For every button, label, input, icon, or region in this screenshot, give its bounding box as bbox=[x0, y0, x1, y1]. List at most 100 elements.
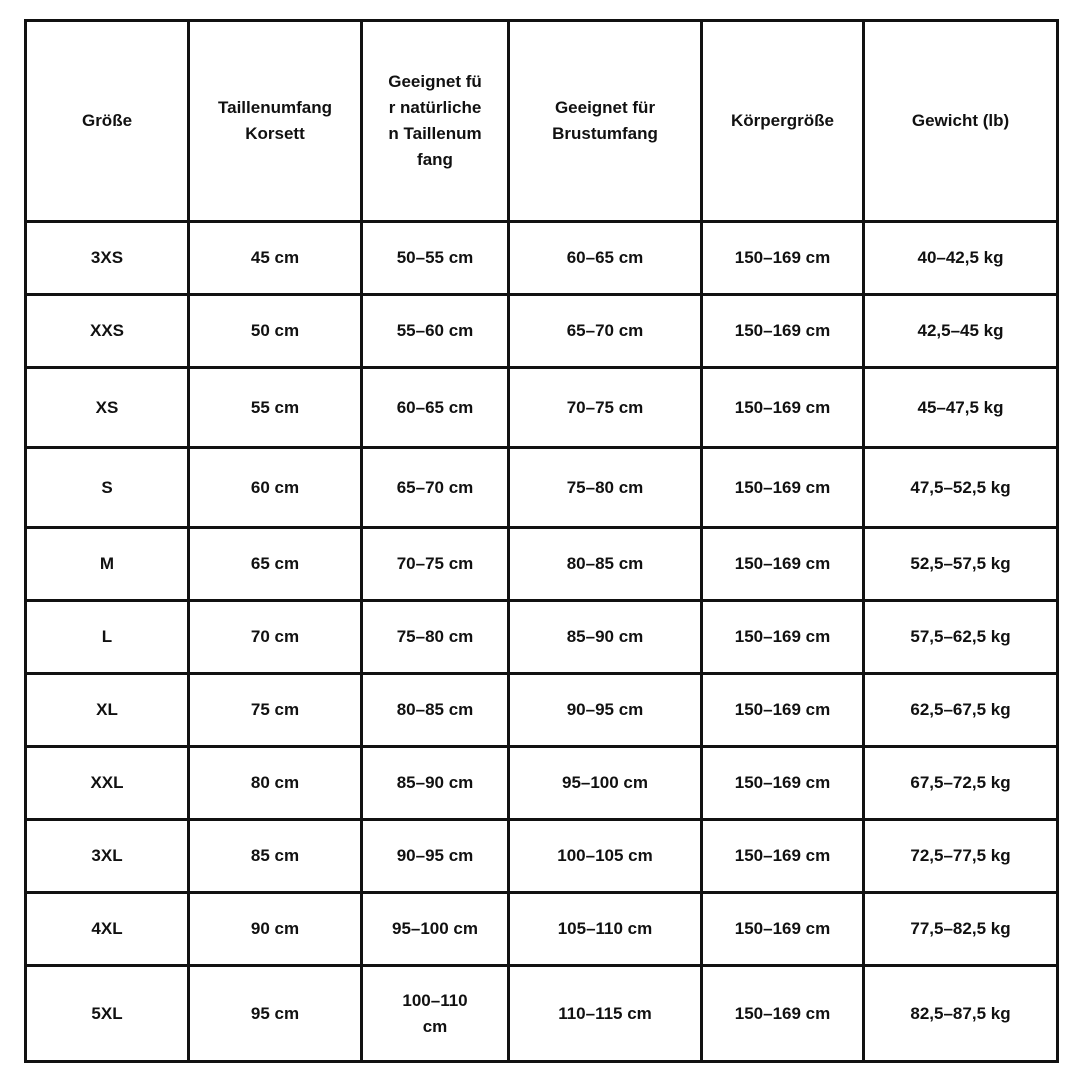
cell-value: 55 cm bbox=[250, 397, 300, 417]
cell-value: 75–80 cm bbox=[396, 627, 474, 646]
cell-value: XS bbox=[95, 397, 119, 417]
cell-value: 100–105 cm bbox=[557, 846, 653, 865]
cell-value: 60 cm bbox=[250, 477, 300, 497]
table-row: XXL 80 cm 85–90 cm 95–100 cm 150–169 cm 67,5–… bbox=[24, 745, 1059, 821]
table-row: 5XL 95 cm 100–110 cm 110–115 cm 150–169 cm 82… bbox=[24, 964, 1059, 1063]
cell-weight: 40–42,5 kg bbox=[862, 220, 1059, 296]
cell-size: 3XS bbox=[24, 220, 190, 296]
cell-value: 150–169 cm bbox=[734, 397, 831, 417]
cell-natural-waist: 90–95 cm bbox=[360, 818, 510, 894]
cell-height: 150–169 cm bbox=[700, 446, 865, 529]
cell-value: 45–47,5 kg bbox=[917, 397, 1004, 417]
cell-value: S bbox=[101, 477, 113, 497]
cell-corset-waist: 85 cm bbox=[187, 818, 363, 894]
cell-value: 150–169 cm bbox=[734, 846, 831, 865]
cell-corset-waist: 45 cm bbox=[187, 220, 363, 296]
cell-value: 85 cm bbox=[250, 846, 300, 865]
header-size: Größe bbox=[24, 19, 190, 223]
cell-value: 47,5–52,5 kg bbox=[910, 477, 1011, 497]
header-height: Körpergröße bbox=[700, 19, 865, 223]
table-row: M 65 cm 70–75 cm 80–85 cm 150–169 cm 52,5–57,… bbox=[24, 526, 1059, 602]
cell-height: 150–169 cm bbox=[700, 599, 865, 675]
cell-value: 150–169 cm bbox=[734, 773, 831, 792]
cell-weight: 77,5–82,5 kg bbox=[862, 891, 1059, 967]
cell-value: 150–169 cm bbox=[734, 700, 831, 719]
cell-corset-waist: 80 cm bbox=[187, 745, 363, 821]
cell-height: 150–169 cm bbox=[700, 818, 865, 894]
cell-value: 110–115 cm bbox=[558, 1003, 652, 1023]
cell-bust: 90–95 cm bbox=[507, 672, 703, 748]
cell-value: 45 cm bbox=[250, 248, 300, 267]
cell-natural-waist: 60–65 cm bbox=[360, 366, 510, 449]
cell-value: 3XS bbox=[90, 248, 124, 267]
cell-value: 80–85 cm bbox=[396, 700, 474, 719]
cell-size: 5XL bbox=[24, 964, 190, 1063]
cell-value: 4XL bbox=[91, 919, 123, 938]
cell-corset-waist: 75 cm bbox=[187, 672, 363, 748]
cell-value: 85–90 cm bbox=[396, 773, 474, 792]
cell-value: M bbox=[99, 554, 115, 573]
header-label: Gewicht (lb) bbox=[911, 111, 1010, 130]
cell-weight: 72,5–77,5 kg bbox=[862, 818, 1059, 894]
cell-value: 52,5–57,5 kg bbox=[910, 554, 1011, 573]
cell-value: 150–169 cm bbox=[734, 1003, 831, 1023]
cell-value: 95–100 cm bbox=[561, 773, 649, 792]
cell-value: 95–100 cm bbox=[391, 919, 479, 938]
header-label: Körpergröße bbox=[731, 111, 834, 130]
cell-value: 55–60 cm bbox=[396, 321, 474, 340]
table-row: XS 55 cm 60–65 cm 70–75 cm 150–169 cm 45–47,5… bbox=[24, 366, 1059, 449]
cell-weight: 62,5–67,5 kg bbox=[862, 672, 1059, 748]
table-row: 4XL 90 cm 95–100 cm 105–110 cm 150–169 cm 77,… bbox=[24, 891, 1059, 967]
cell-value: 95 cm bbox=[250, 1003, 300, 1023]
cell-value: 3XL bbox=[91, 846, 123, 865]
table-row: 3XS 45 cm 50–55 cm 60–65 cm 150–169 cm 40–42,… bbox=[24, 220, 1059, 296]
cell-value: 77,5–82,5 kg bbox=[910, 919, 1011, 938]
cell-value: 150–169 cm bbox=[734, 321, 831, 340]
cell-natural-waist: 65–70 cm bbox=[360, 446, 510, 529]
cell-bust: 70–75 cm bbox=[507, 366, 703, 449]
cell-value: 150–169 cm bbox=[734, 919, 831, 938]
cell-value: 85–90 cm bbox=[566, 627, 644, 646]
cell-value: XXL bbox=[90, 773, 124, 792]
cell-height: 150–169 cm bbox=[700, 526, 865, 602]
cell-value: 80 cm bbox=[250, 773, 300, 792]
cell-value: 105–110 cm bbox=[557, 919, 653, 938]
cell-corset-waist: 50 cm bbox=[187, 293, 363, 369]
cell-value: 65–70 cm bbox=[566, 321, 644, 340]
cell-natural-waist: 55–60 cm bbox=[360, 293, 510, 369]
cell-value: 42,5–45 kg bbox=[917, 321, 1004, 340]
cell-corset-waist: 55 cm bbox=[187, 366, 363, 449]
table-row: S 60 cm 65–70 cm 75–80 cm 150–169 cm 47,5–52,… bbox=[24, 446, 1059, 529]
cell-value: 150–169 cm bbox=[734, 477, 831, 497]
header-corset-waist: Taillenumfang Korsett bbox=[187, 19, 363, 223]
cell-natural-waist: 95–100 cm bbox=[360, 891, 510, 967]
cell-size: XL bbox=[24, 672, 190, 748]
cell-value: 65 cm bbox=[250, 554, 300, 573]
header-label: Geeignet für natürlichen Taillenumfang bbox=[388, 72, 482, 169]
cell-size: XXL bbox=[24, 745, 190, 821]
cell-size: 4XL bbox=[24, 891, 190, 967]
cell-value: XL bbox=[96, 700, 118, 719]
cell-bust: 65–70 cm bbox=[507, 293, 703, 369]
cell-value: 65–70 cm bbox=[396, 477, 474, 497]
cell-value: 5XL bbox=[91, 1003, 123, 1023]
cell-value: 40–42,5 kg bbox=[917, 248, 1004, 267]
cell-value: 60–65 cm bbox=[566, 248, 644, 267]
cell-natural-waist: 100–110 cm bbox=[360, 964, 510, 1063]
cell-natural-waist: 50–55 cm bbox=[360, 220, 510, 296]
cell-corset-waist: 70 cm bbox=[187, 599, 363, 675]
cell-value: 80–85 cm bbox=[566, 554, 644, 573]
size-chart-table: Größe Taillenumfang Korsett Geeignet für… bbox=[24, 19, 1059, 1063]
cell-weight: 45–47,5 kg bbox=[862, 366, 1059, 449]
header-label: Größe bbox=[81, 111, 133, 130]
cell-value: 90–95 cm bbox=[566, 700, 644, 719]
cell-height: 150–169 cm bbox=[700, 891, 865, 967]
table-row: L 70 cm 75–80 cm 85–90 cm 150–169 cm 57,5–62,… bbox=[24, 599, 1059, 675]
cell-bust: 80–85 cm bbox=[507, 526, 703, 602]
cell-corset-waist: 60 cm bbox=[187, 446, 363, 529]
cell-value: 50–55 cm bbox=[396, 248, 474, 267]
cell-value: XXS bbox=[89, 321, 125, 340]
cell-weight: 42,5–45 kg bbox=[862, 293, 1059, 369]
cell-corset-waist: 95 cm bbox=[187, 964, 363, 1063]
cell-weight: 57,5–62,5 kg bbox=[862, 599, 1059, 675]
